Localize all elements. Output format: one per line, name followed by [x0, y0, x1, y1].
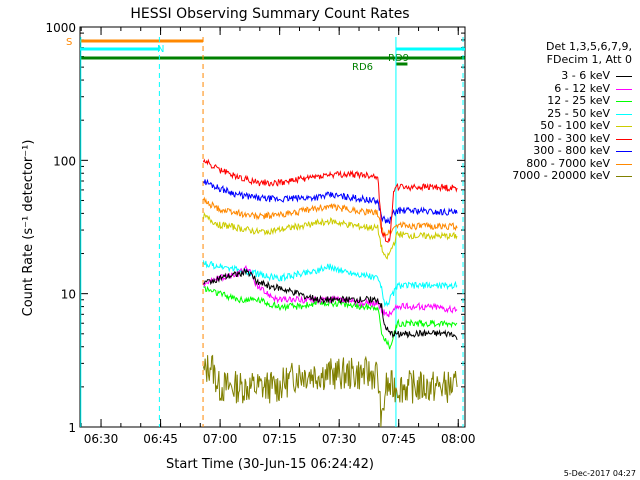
rd6-label: RD6: [352, 62, 373, 73]
legend-header-line-1: Det 1,3,5,6,7,9,: [545, 40, 632, 53]
legend-entry-6: 300 - 800 keV: [482, 145, 632, 157]
legend-swatch: [616, 126, 632, 127]
legend-swatch: [616, 88, 632, 90]
legend-entry-7: 800 - 7000 keV: [482, 156, 632, 170]
y-axis-label: Count Rate (s⁻¹ detector⁻¹): [21, 140, 36, 317]
legend-entry-3: 25 - 50 keV: [482, 106, 632, 120]
legend-entry-label: 3 - 6 keV: [561, 69, 610, 82]
series-line-50-100-kev: [202, 212, 458, 260]
plot-frame: [79, 26, 466, 428]
overlays-group: S N RD9 RD6: [66, 37, 465, 427]
legend-swatch: [616, 163, 632, 165]
legend-swatch: [616, 176, 632, 177]
x-tick-label-4: 07:30: [322, 432, 357, 446]
x-tick-label-0: 06:30: [84, 432, 119, 446]
series-line-6-12-kev: [202, 264, 458, 318]
x-tick-label-1: 06:45: [143, 432, 178, 446]
x-tick-label-6: 08:00: [441, 432, 476, 446]
legend-header-line-2: FDecim 1, Att 0: [546, 53, 632, 66]
night-flag-label: N: [157, 44, 164, 55]
y-tick-label-0: 1: [68, 421, 76, 435]
x-tick-label-5: 07:45: [381, 432, 416, 446]
legend-entry-label: 25 - 50 keV: [547, 106, 610, 120]
legend-entry-label: 50 - 100 keV: [540, 119, 610, 132]
series-line-100-300-kev: [202, 158, 458, 243]
x-tick-label-2: 07:00: [203, 432, 238, 446]
saa-flag-label: S: [66, 37, 72, 48]
legend-swatch: [616, 113, 632, 115]
legend-entry-label: 7000 - 20000 keV: [512, 169, 610, 182]
legend-entry-4: 50 - 100 keV: [482, 120, 632, 132]
legend-entry-1: 6 - 12 keV: [482, 81, 632, 95]
legend-entry-8: 7000 - 20000 keV: [482, 170, 632, 182]
x-axis-label: Start Time (30-Jun-15 06:24:42): [166, 457, 374, 472]
legend-entry-2: 12 - 25 keV: [482, 95, 632, 107]
legend-swatch: [616, 138, 632, 140]
y-tick-label-1: 10: [61, 288, 76, 302]
legend-swatch: [616, 101, 632, 102]
series-line-300-800-kev: [203, 178, 458, 224]
generation-timestamp: 5-Dec-2017 04:27: [563, 469, 636, 478]
series-group: [202, 158, 458, 428]
legend-swatch: [616, 151, 632, 152]
series-line-7000-20000-kev: [202, 354, 458, 428]
rd9-label: RD9: [388, 53, 409, 64]
axes-group: 06:30 06:45 07:00 07:15 07:30 07:45 08:00 1 10 10…: [45, 21, 475, 446]
series-line-12-25-kev: [203, 285, 458, 350]
series-line-800-7000-kev: [202, 196, 458, 237]
x-tick-label-3: 07:15: [262, 432, 297, 446]
chart-title: HESSI Observing Summary Count Rates: [130, 6, 409, 22]
legend-swatch: [616, 76, 632, 77]
legend-entry-label: 800 - 7000 keV: [526, 156, 610, 170]
legend-entry-label: 6 - 12 keV: [554, 81, 610, 95]
legend-entry-label: 12 - 25 keV: [547, 94, 610, 107]
y-tick-label-2: 100: [53, 154, 76, 168]
legend-entry-label: 300 - 800 keV: [533, 144, 610, 157]
series-line-25-50-kev: [202, 260, 458, 308]
series-line-3-6-kev: [203, 268, 458, 341]
y-tick-label-3: 1000: [45, 21, 76, 35]
legend-entry-0: 3 - 6 keV: [482, 70, 632, 82]
legend-entry-5: 100 - 300 keV: [482, 131, 632, 145]
legend-entry-label: 100 - 300 keV: [533, 131, 610, 145]
